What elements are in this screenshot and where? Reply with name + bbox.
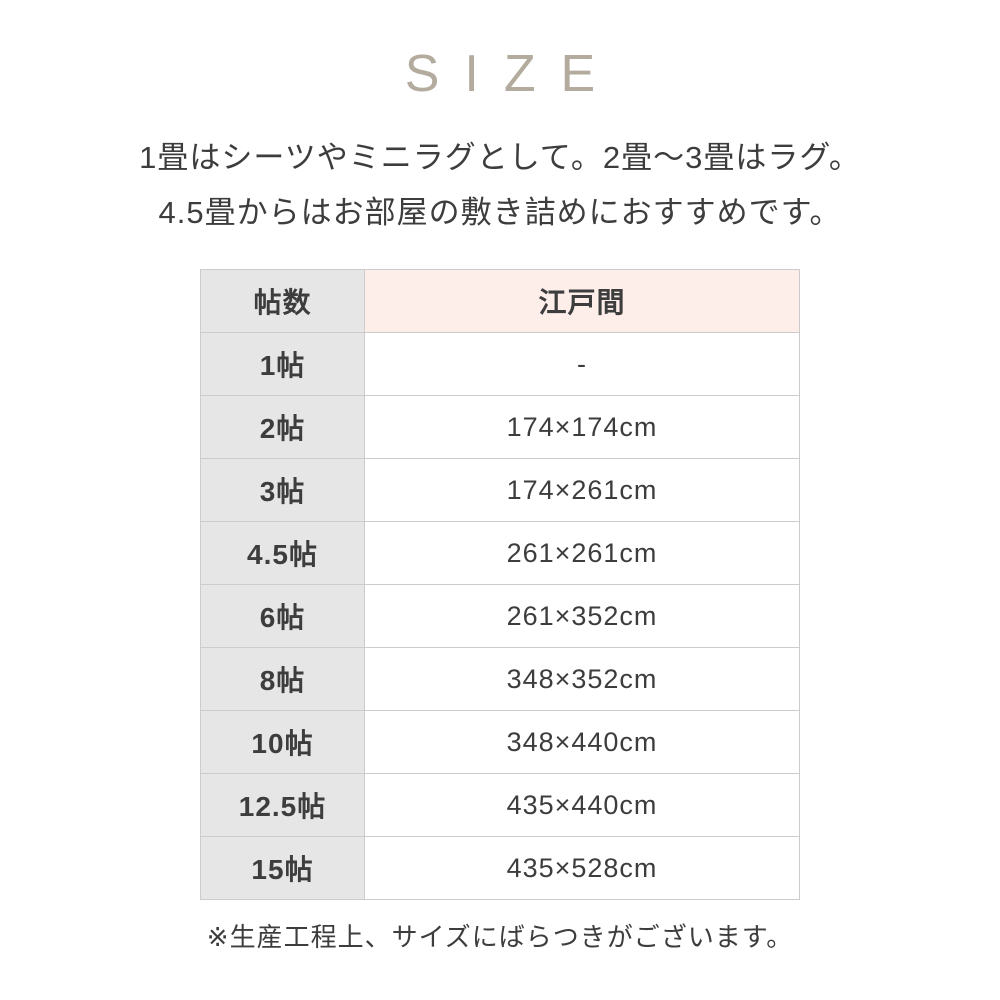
row-value: 261×261cm — [364, 521, 800, 585]
table-row: 1帖 - — [200, 332, 800, 396]
row-value: 348×352cm — [364, 647, 800, 711]
size-table-body: 1帖 -2帖 174×174cm 3帖 174×261cm 4.5帖 261×261cm 6帖… — [200, 332, 800, 900]
row-value: - — [364, 332, 800, 396]
header-cell-mat-count: 帖数 — [200, 269, 365, 333]
description-line-2: 4.5畳からはお部屋の敷き詰めにおすすめです。 — [158, 195, 842, 230]
table-row: 6帖 261×352cm — [200, 584, 800, 648]
row-label: 2帖 — [200, 395, 365, 459]
row-value: 348×440cm — [364, 710, 800, 774]
table-row: 12.5帖 435×440cm — [200, 773, 800, 837]
row-label: 12.5帖 — [200, 773, 365, 837]
row-value: 435×440cm — [364, 773, 800, 837]
table-header-row: 帖数 江戸間 — [200, 269, 800, 333]
table-row: 3帖 174×261cm — [200, 458, 800, 522]
size-table-head: 帖数 江戸間 — [200, 269, 800, 333]
row-label: 4.5帖 — [200, 521, 365, 585]
row-value: 435×528cm — [364, 836, 800, 900]
row-label: 15帖 — [200, 836, 365, 900]
row-value: 261×352cm — [364, 584, 800, 648]
section-title: SIZE — [404, 45, 621, 103]
row-label: 1帖 — [200, 332, 365, 396]
row-value: 174×261cm — [364, 458, 800, 522]
table-row: 8帖 348×352cm — [200, 647, 800, 711]
row-label: 3帖 — [200, 458, 365, 522]
row-label: 6帖 — [200, 584, 365, 648]
header-cell-edoma: 江戸間 — [364, 269, 800, 333]
row-label: 10帖 — [200, 710, 365, 774]
table-row: 15帖 435×528cm — [200, 836, 800, 900]
row-value: 174×174cm — [364, 395, 800, 459]
description: 1畳はシーツやミニラグとして。2畳～3畳はラグ。 4.5畳からはお部屋の敷き詰め… — [0, 130, 1000, 240]
footnote: ※生産工程上、サイズにばらつきがございます。 — [206, 922, 794, 952]
table-row: 10帖 348×440cm — [200, 710, 800, 774]
table-row: 4.5帖 261×261cm — [200, 521, 800, 585]
description-line-1: 1畳はシーツやミニラグとして。2畳～3畳はラグ。 — [139, 140, 861, 175]
row-label: 8帖 — [200, 647, 365, 711]
table-row: 2帖 174×174cm — [200, 395, 800, 459]
size-table: 帖数 江戸間 1帖 -2帖 174×174cm 3帖 174×261cm 4.5帖 261×… — [200, 269, 800, 900]
